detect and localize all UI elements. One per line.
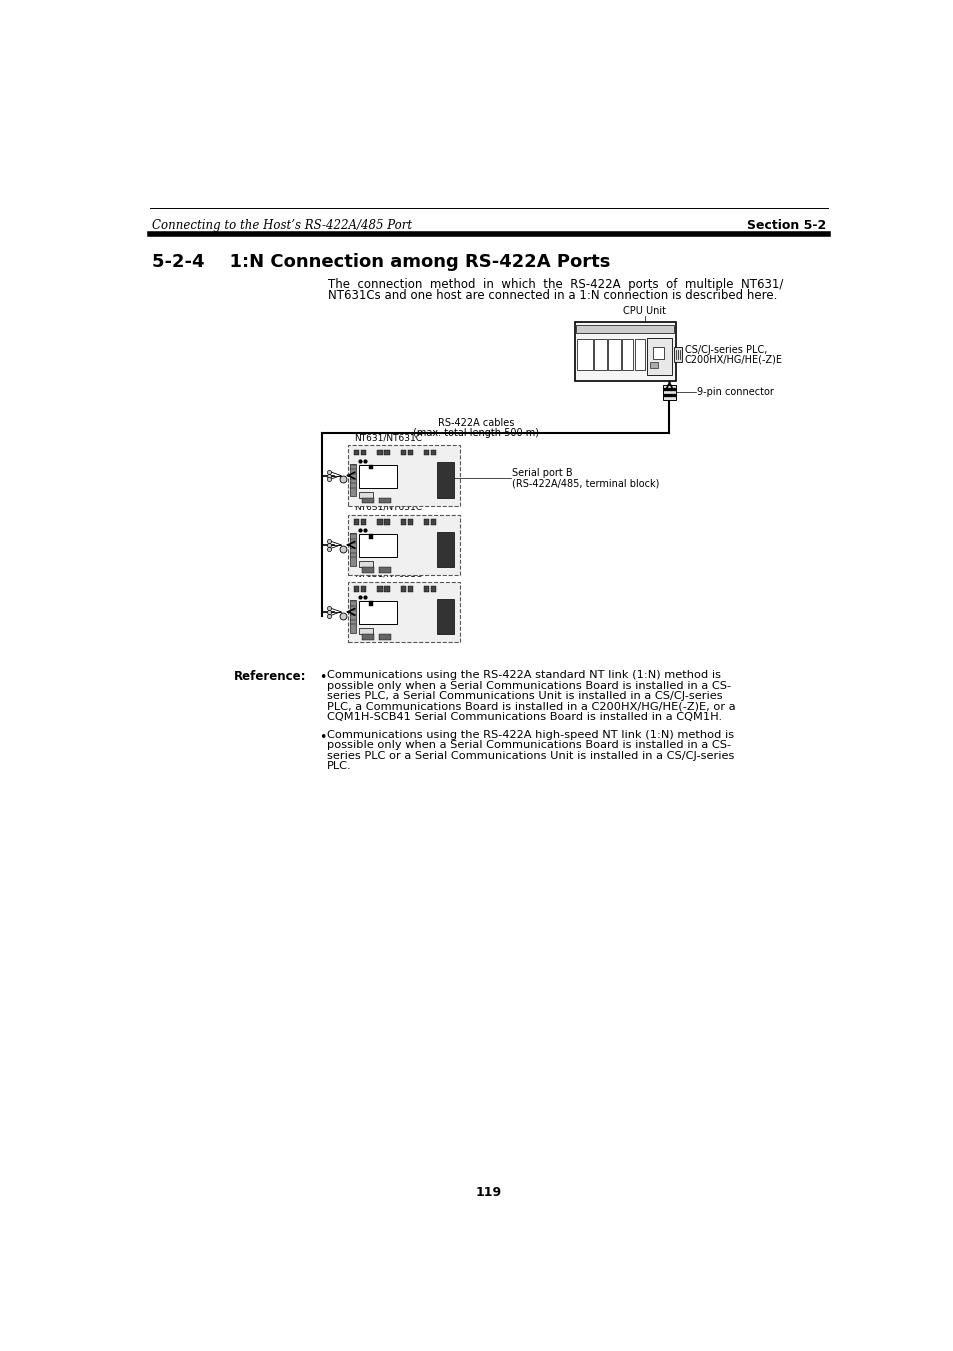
Text: Section 5-2: Section 5-2 (746, 219, 825, 232)
Bar (348, 446, 459, 505)
Text: The  connection  method  in  which  the  RS-422A  ports  of  multiple  NT631/: The connection method in which the RS-42… (328, 277, 783, 290)
Bar (348, 582, 459, 642)
Bar (354, 586, 359, 592)
Text: (RS-422A/485, terminal block): (RS-422A/485, terminal block) (512, 478, 659, 489)
Bar (594, 339, 606, 370)
Bar (377, 586, 382, 592)
Bar (436, 462, 454, 497)
Text: series PLC or a Serial Communications Unit is installed in a CS/CJ-series: series PLC or a Serial Communications Un… (327, 751, 734, 761)
Text: Communications using the RS-422A high-speed NT link (1:N) method is: Communications using the RS-422A high-sp… (327, 730, 733, 740)
Bar (431, 586, 436, 592)
Bar (361, 634, 374, 639)
Bar (423, 586, 429, 592)
Bar (400, 586, 406, 592)
Bar (378, 497, 391, 503)
Bar (634, 339, 645, 370)
Text: Serial port B: Serial port B (512, 467, 572, 478)
Text: C200HX/HG/HE(-Z)E: C200HX/HG/HE(-Z)E (684, 354, 782, 365)
Text: CQM1H-SCB41 Serial Communications Board is installed in a CQM1H.: CQM1H-SCB41 Serial Communications Board … (327, 712, 721, 721)
Bar (360, 450, 366, 455)
Bar (431, 519, 436, 524)
Text: NT631/NT631C: NT631/NT631C (354, 570, 421, 578)
Bar (384, 519, 390, 524)
Text: Connecting to the Host’s RS-422A/485 Port: Connecting to the Host’s RS-422A/485 Por… (152, 219, 412, 232)
Bar (436, 598, 454, 634)
Bar (653, 347, 663, 359)
Bar (348, 515, 459, 574)
Bar (350, 600, 356, 632)
Bar (436, 532, 454, 567)
Bar (360, 519, 366, 524)
Bar (350, 463, 356, 496)
Bar (369, 601, 373, 605)
Text: 119: 119 (476, 1186, 501, 1200)
Bar (350, 534, 356, 566)
Text: Communications using the RS-422A standard NT link (1:N) method is: Communications using the RS-422A standar… (327, 670, 720, 681)
Bar (354, 450, 359, 455)
Text: •: • (319, 731, 326, 744)
Bar (378, 634, 391, 639)
Bar (359, 601, 396, 624)
Bar (359, 561, 373, 567)
Text: possible only when a Serial Communications Board is installed in a CS-: possible only when a Serial Communicatio… (327, 740, 730, 750)
Bar (423, 519, 429, 524)
Text: •: • (319, 671, 326, 684)
Text: 5-2-4    1:N Connection among RS-422A Ports: 5-2-4 1:N Connection among RS-422A Ports (152, 253, 610, 272)
Bar (621, 339, 633, 370)
Bar (423, 450, 429, 455)
Bar (378, 567, 391, 573)
Bar (576, 324, 674, 334)
Bar (360, 586, 366, 592)
Bar (649, 362, 658, 369)
Bar (369, 465, 373, 469)
Bar (407, 519, 413, 524)
Bar (646, 338, 671, 374)
Bar (575, 323, 675, 381)
Bar (359, 465, 396, 488)
Bar (361, 567, 374, 573)
Bar (384, 450, 390, 455)
Bar (407, 450, 413, 455)
Text: series PLC, a Serial Communications Unit is installed in a CS/CJ-series: series PLC, a Serial Communications Unit… (327, 692, 721, 701)
Text: possible only when a Serial Communications Board is installed in a CS-: possible only when a Serial Communicatio… (327, 681, 730, 690)
Text: (max. total length 500 m): (max. total length 500 m) (413, 428, 538, 438)
Bar (577, 339, 592, 370)
Text: PLC.: PLC. (327, 761, 352, 771)
Bar (369, 534, 373, 539)
Bar (354, 519, 359, 524)
Text: RS-422A cables: RS-422A cables (437, 417, 514, 428)
Text: NT631Cs and one host are connected in a 1:N connection is described here.: NT631Cs and one host are connected in a … (328, 289, 777, 303)
Text: CS/CJ-series PLC,: CS/CJ-series PLC, (684, 346, 766, 355)
Text: NT631/NT631C: NT631/NT631C (354, 434, 421, 442)
Bar (674, 347, 681, 362)
Text: NT631/NT631C: NT631/NT631C (354, 503, 421, 512)
Text: Reference:: Reference: (233, 670, 306, 684)
Bar (359, 534, 396, 557)
Bar (400, 519, 406, 524)
Bar (359, 492, 373, 497)
Bar (361, 497, 374, 503)
Bar (359, 628, 373, 634)
Bar (384, 586, 390, 592)
Bar (407, 586, 413, 592)
Text: PLC, a Communications Board is installed in a C200HX/HG/HE(-Z)E, or a: PLC, a Communications Board is installed… (327, 701, 735, 712)
Bar (661, 385, 676, 400)
Bar (377, 450, 382, 455)
Bar (431, 450, 436, 455)
Bar (377, 519, 382, 524)
Text: CPU Unit: CPU Unit (622, 307, 665, 316)
Bar (608, 339, 620, 370)
Text: 9-pin connector: 9-pin connector (697, 388, 774, 397)
Bar (400, 450, 406, 455)
